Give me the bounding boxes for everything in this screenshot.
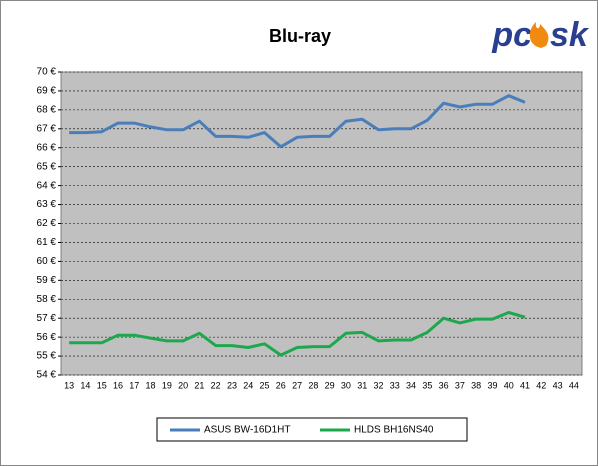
x-tick-label: 27 xyxy=(292,380,302,390)
legend-label: ASUS BW-16D1HT xyxy=(204,425,291,436)
x-tick-label: 23 xyxy=(227,380,237,390)
y-tick-label: 58 € xyxy=(37,294,57,305)
x-tick-label: 22 xyxy=(211,380,221,390)
x-tick-label: 43 xyxy=(553,380,563,390)
x-tick-label: 19 xyxy=(162,380,172,390)
x-tick-label: 37 xyxy=(455,380,465,390)
logo-flame xyxy=(529,22,549,48)
y-tick-label: 70 € xyxy=(37,67,57,78)
x-tick-label: 15 xyxy=(97,380,107,390)
x-tick-label: 16 xyxy=(113,380,123,390)
x-tick-label: 40 xyxy=(504,380,514,390)
legend-box xyxy=(156,417,468,442)
x-tick-label: 39 xyxy=(487,380,497,390)
y-tick-label: 64 € xyxy=(37,180,57,191)
x-tick-label: 13 xyxy=(64,380,74,390)
x-tick-label: 20 xyxy=(178,380,188,390)
y-tick-label: 68 € xyxy=(37,105,57,116)
x-tick-label: 28 xyxy=(308,380,318,390)
logo-text: sk xyxy=(550,16,590,54)
y-tick-label: 62 € xyxy=(37,218,57,229)
y-tick-label: 67 € xyxy=(37,123,57,134)
x-tick-label: 14 xyxy=(80,380,90,390)
y-tick-label: 56 € xyxy=(37,332,57,343)
y-tick-label: 63 € xyxy=(37,199,57,210)
x-tick-label: 33 xyxy=(390,380,400,390)
y-tick-label: 54 € xyxy=(37,370,57,381)
logo-text: pc xyxy=(491,16,532,54)
x-tick-label: 30 xyxy=(341,380,351,390)
series-line xyxy=(69,94,526,149)
x-tick-label: 38 xyxy=(471,380,481,390)
y-tick-label: 55 € xyxy=(37,351,57,362)
y-tick-label: 66 € xyxy=(37,142,57,153)
y-tick-label: 57 € xyxy=(37,313,57,324)
x-tick-label: 24 xyxy=(243,380,253,390)
legend-label: HLDS BH16NS40 xyxy=(354,425,434,436)
x-tick-label: 44 xyxy=(569,380,579,390)
x-tick-label: 18 xyxy=(146,380,156,390)
x-tick-label: 25 xyxy=(260,380,270,390)
y-tick-label: 69 € xyxy=(37,86,57,97)
y-tick-label: 60 € xyxy=(37,256,57,267)
y-tick-label: 65 € xyxy=(37,161,57,172)
x-tick-label: 34 xyxy=(406,380,416,390)
chart-title: Blu-ray xyxy=(269,26,331,46)
series-line xyxy=(69,311,526,357)
y-tick-label: 59 € xyxy=(37,275,57,286)
x-tick-label: 41 xyxy=(520,380,530,390)
x-tick-label: 35 xyxy=(422,380,432,390)
logo: pc sk xyxy=(491,16,590,54)
x-tick-label: 32 xyxy=(373,380,383,390)
y-tick-label: 61 € xyxy=(37,237,57,248)
x-tick-label: 31 xyxy=(357,380,367,390)
x-tick-label: 17 xyxy=(129,380,139,390)
x-tick-label: 29 xyxy=(325,380,335,390)
x-tick-label: 21 xyxy=(194,380,204,390)
x-tick-label: 36 xyxy=(439,380,449,390)
x-tick-label: 42 xyxy=(536,380,546,390)
x-tick-label: 26 xyxy=(276,380,286,390)
